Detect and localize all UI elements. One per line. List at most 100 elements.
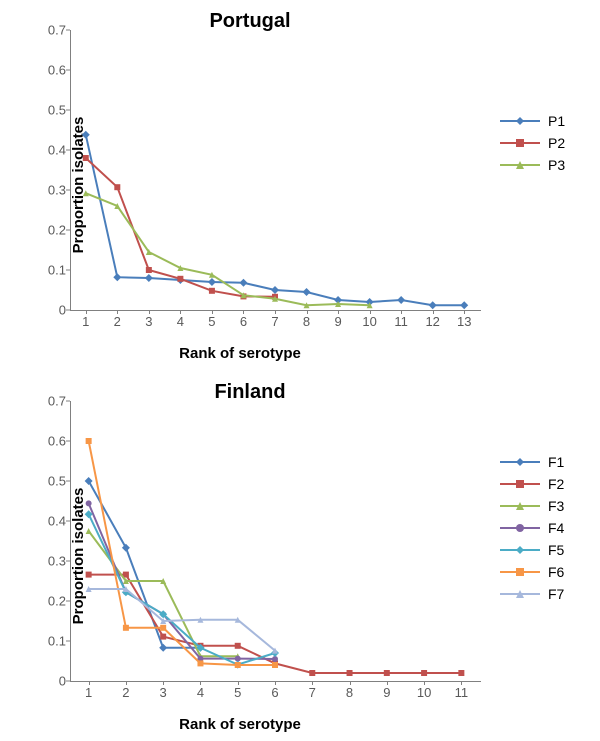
y-tick-label: 0.3 xyxy=(40,183,66,198)
x-tick-mark xyxy=(126,681,127,685)
series-marker-P1 xyxy=(303,288,311,296)
y-tick-label: 0.1 xyxy=(40,263,66,278)
legend-entry-F7: F7 xyxy=(500,583,564,605)
series-layer xyxy=(70,30,480,310)
x-tick-mark xyxy=(212,310,213,314)
legend-swatch xyxy=(500,543,540,557)
series-marker-F6 xyxy=(235,662,241,668)
legend-entry-P1: P1 xyxy=(500,110,565,132)
series-marker-P1 xyxy=(239,279,247,287)
x-tick-label: 7 xyxy=(309,685,316,700)
x-tick-mark xyxy=(275,681,276,685)
x-tick-label: 11 xyxy=(394,314,408,329)
series-marker-F6 xyxy=(160,625,166,631)
series-marker-P1 xyxy=(113,273,121,281)
x-tick-mark xyxy=(307,310,308,314)
series-marker-P2 xyxy=(146,267,152,273)
legend-label: P3 xyxy=(548,157,565,173)
legend-entry-P3: P3 xyxy=(500,154,565,176)
legend-label: F3 xyxy=(548,498,564,514)
y-tick-label: 0.7 xyxy=(40,23,66,38)
x-tick-label: 6 xyxy=(271,685,278,700)
series-marker-F3 xyxy=(86,528,92,534)
legend-swatch xyxy=(500,158,540,172)
x-tick-mark xyxy=(461,681,462,685)
legend-entry-F4: F4 xyxy=(500,517,564,539)
series-marker-F2 xyxy=(235,643,241,649)
x-tick-mark xyxy=(163,681,164,685)
series-marker-F2 xyxy=(347,670,353,676)
legend-entry-F2: F2 xyxy=(500,473,564,495)
legend-entry-F1: F1 xyxy=(500,451,564,473)
x-tick-label: 3 xyxy=(160,685,167,700)
x-tick-label: 9 xyxy=(334,314,341,329)
legend-swatch xyxy=(500,565,540,579)
y-tick-label: 0 xyxy=(40,674,66,689)
series-marker-P2 xyxy=(177,276,183,282)
legend-swatch xyxy=(500,477,540,491)
x-tick-label: 8 xyxy=(346,685,353,700)
y-tick-label: 0.6 xyxy=(40,434,66,449)
x-tick-mark xyxy=(149,310,150,314)
series-line-P1 xyxy=(86,135,464,305)
x-tick-label: 1 xyxy=(82,314,89,329)
x-tick-label: 7 xyxy=(271,314,278,329)
series-marker-F6 xyxy=(272,662,278,668)
y-tick-label: 0.5 xyxy=(40,103,66,118)
x-tick-label: 13 xyxy=(457,314,471,329)
legend-entry-F3: F3 xyxy=(500,495,564,517)
y-tick-label: 0.7 xyxy=(40,394,66,409)
x-tick-label: 2 xyxy=(122,685,129,700)
x-tick-mark xyxy=(238,681,239,685)
series-marker-P2 xyxy=(114,184,120,190)
series-marker-P1 xyxy=(208,278,216,286)
x-tick-label: 4 xyxy=(197,685,204,700)
y-tick-label: 0 xyxy=(40,303,66,318)
series-marker-F2 xyxy=(160,634,166,640)
legend-entry-F6: F6 xyxy=(500,561,564,583)
x-tick-mark xyxy=(401,310,402,314)
series-marker-P1 xyxy=(271,286,279,294)
x-tick-mark xyxy=(424,681,425,685)
x-tick-label: 5 xyxy=(234,685,241,700)
x-tick-label: 1 xyxy=(85,685,92,700)
y-tick-label: 0.2 xyxy=(40,594,66,609)
series-layer xyxy=(70,401,480,681)
legend-swatch xyxy=(500,136,540,150)
series-marker-P1 xyxy=(145,274,153,282)
y-tick-label: 0.4 xyxy=(40,143,66,158)
legend-entry-P2: P2 xyxy=(500,132,565,154)
x-tick-mark xyxy=(464,310,465,314)
series-line-P3 xyxy=(86,193,370,305)
series-marker-F2 xyxy=(458,670,464,676)
x-tick-label: 8 xyxy=(303,314,310,329)
y-tick-label: 0.3 xyxy=(40,554,66,569)
y-tick-label: 0.4 xyxy=(40,514,66,529)
series-marker-F2 xyxy=(86,572,92,578)
legend-swatch xyxy=(500,114,540,128)
legend-entry-F5: F5 xyxy=(500,539,564,561)
legend-label: F1 xyxy=(548,454,564,470)
x-tick-label: 9 xyxy=(383,685,390,700)
x-tick-label: 5 xyxy=(208,314,215,329)
legend-swatch xyxy=(500,521,540,535)
series-marker-F1 xyxy=(85,477,93,485)
x-tick-mark xyxy=(312,681,313,685)
series-marker-F2 xyxy=(421,670,427,676)
y-tick-label: 0.1 xyxy=(40,634,66,649)
x-tick-label: 3 xyxy=(145,314,152,329)
series-marker-F6 xyxy=(123,625,129,631)
series-marker-P1 xyxy=(82,131,90,139)
x-tick-mark xyxy=(180,310,181,314)
x-tick-mark xyxy=(89,681,90,685)
legend-label: F5 xyxy=(548,542,564,558)
x-tick-mark xyxy=(275,310,276,314)
series-marker-F6 xyxy=(197,660,203,666)
x-tick-mark xyxy=(370,310,371,314)
x-tick-label: 10 xyxy=(417,685,431,700)
series-marker-F6 xyxy=(86,438,92,444)
legend-swatch xyxy=(500,587,540,601)
legend-swatch xyxy=(500,499,540,513)
legend: P1P2 P3 xyxy=(500,110,565,176)
x-tick-mark xyxy=(433,310,434,314)
